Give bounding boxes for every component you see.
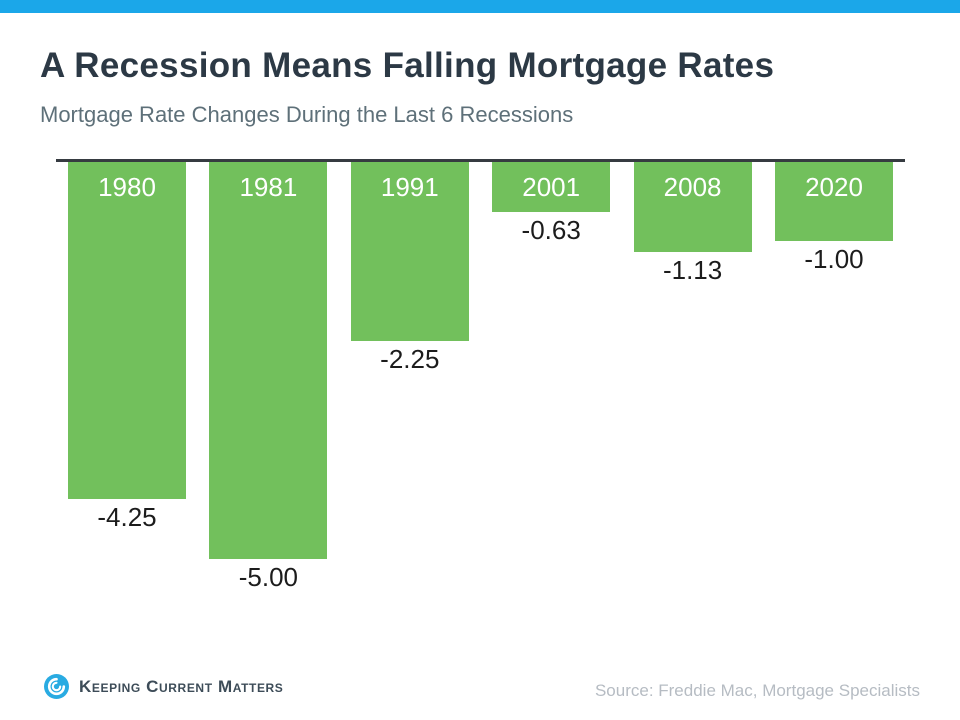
bar-year-label: 1980 xyxy=(98,172,156,202)
bar-value-label: -5.00 xyxy=(238,562,299,592)
bar-1980: 1980 xyxy=(68,162,186,500)
bar-year-label: 2020 xyxy=(805,172,863,202)
kcm-logo-text: Keeping Current Matters xyxy=(79,676,284,696)
bar-value-label: -4.25 xyxy=(97,502,157,533)
chart-subtitle: Mortgage Rate Changes During the Last 6 … xyxy=(40,102,574,127)
bar-year-label: 1991 xyxy=(380,172,439,202)
bar-value-label: -2.25 xyxy=(380,343,440,374)
bar-year-label: 2001 xyxy=(522,172,581,202)
bar-2001: 2001 xyxy=(492,162,611,213)
top-accent-bar xyxy=(0,0,960,13)
bar-year-label: 2008 xyxy=(663,172,722,202)
bar-value-label: -0.63 xyxy=(521,215,581,246)
chart-title: A Recession Means Falling Mortgage Rates xyxy=(40,46,775,85)
kcm-logo: Keeping Current Matters xyxy=(44,674,283,699)
bar-value-label: -1.00 xyxy=(804,244,864,275)
bar-1981: 1981 xyxy=(209,162,328,559)
chart-baseline-axis xyxy=(56,159,905,162)
bar-year-label: 1981 xyxy=(239,172,298,202)
bar-1991: 1991 xyxy=(350,162,469,341)
source-note: Source: Freddie Mac, Mortgage Specialist… xyxy=(594,681,920,700)
bar-2008: 2008 xyxy=(633,162,752,252)
kcm-swirl-icon xyxy=(44,674,69,699)
bar-value-label: -1.13 xyxy=(662,254,723,285)
bar-2020: 2020 xyxy=(775,162,893,242)
